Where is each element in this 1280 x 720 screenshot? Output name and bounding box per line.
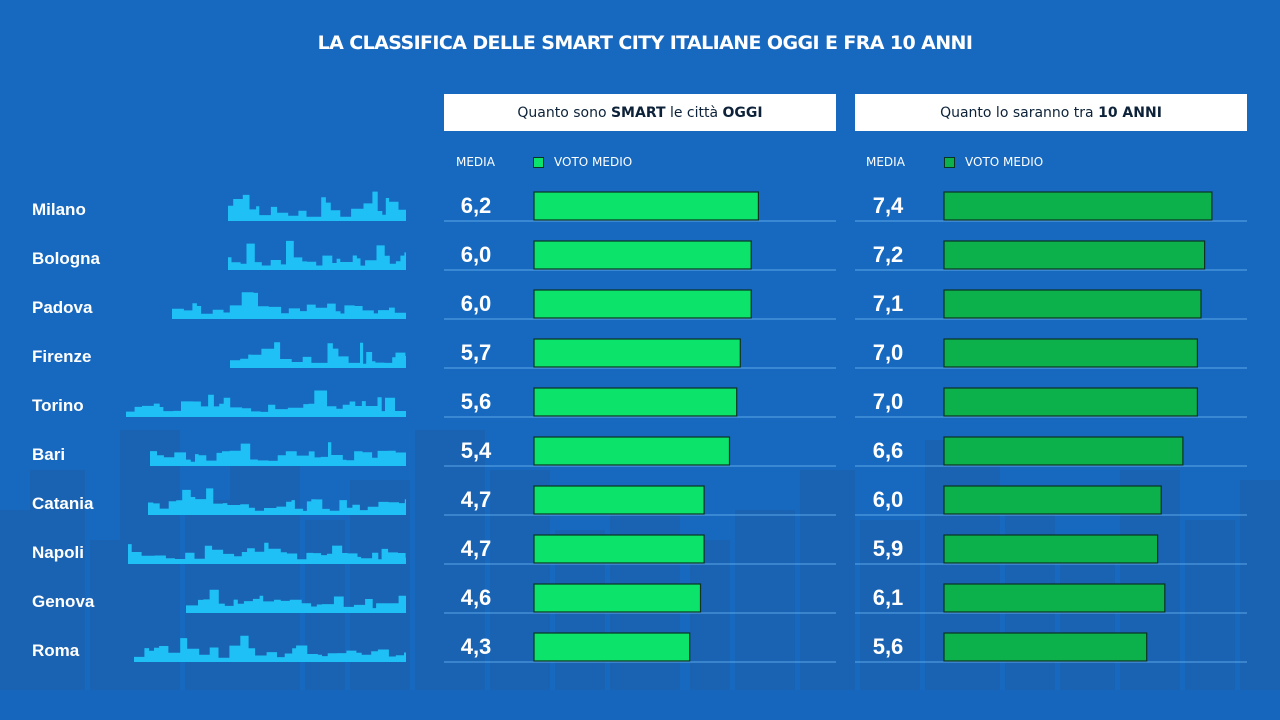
- city-skyline: [186, 589, 406, 613]
- value-label: 5,9: [873, 536, 904, 561]
- bar: [943, 485, 1162, 515]
- city-skyline: [230, 342, 406, 368]
- value-label: 7,2: [873, 242, 904, 267]
- city-label: Padova: [32, 298, 93, 317]
- bar: [533, 534, 705, 564]
- value-label: 6,0: [461, 291, 492, 316]
- bar: [533, 240, 752, 270]
- value-label: 5,4: [461, 438, 492, 463]
- value-label: 4,3: [461, 634, 492, 659]
- bar: [533, 387, 738, 417]
- value-label: 7,0: [873, 389, 904, 414]
- value-label: 6,0: [873, 487, 904, 512]
- legend-label-today: VOTO MEDIO: [554, 155, 633, 169]
- bar: [533, 191, 759, 221]
- bar: [533, 289, 752, 319]
- legend-swatch-future: [944, 156, 955, 168]
- bar: [943, 240, 1206, 270]
- legend-swatch-today: [533, 156, 544, 168]
- city-skyline: [228, 240, 406, 270]
- city-skyline: [150, 442, 406, 466]
- legend-future: VOTO MEDIO: [944, 155, 1043, 169]
- bar: [533, 632, 691, 662]
- value-label: 5,6: [873, 634, 904, 659]
- bar: [533, 485, 705, 515]
- bar: [943, 436, 1184, 466]
- bar: [943, 583, 1166, 613]
- panel-header-today: Quanto sono SMART le città OGGI: [444, 94, 836, 131]
- value-label: 4,6: [461, 585, 492, 610]
- city-skyline: [228, 191, 406, 221]
- media-header-future: MEDIA: [866, 155, 905, 169]
- panel-header-today-bold1: SMART: [610, 104, 666, 121]
- bar: [943, 338, 1198, 368]
- panel-header-future-bold1: 10 ANNI: [1098, 104, 1162, 121]
- panel-header-future-text: Quanto lo saranno tra: [940, 104, 1099, 121]
- bar: [533, 436, 731, 466]
- legend-label-future: VOTO MEDIO: [965, 155, 1044, 169]
- city-skyline: [148, 488, 406, 515]
- value-label: 7,4: [873, 193, 904, 218]
- city-skyline: [172, 292, 406, 319]
- city-label: Bologna: [32, 249, 101, 268]
- city-label: Firenze: [32, 347, 92, 366]
- value-label: 6,2: [461, 193, 492, 218]
- city-label: Catania: [32, 494, 94, 513]
- value-label: 4,7: [461, 487, 492, 512]
- bar: [533, 338, 741, 368]
- panel-header-future: Quanto lo saranno tra 10 ANNI: [855, 94, 1247, 131]
- city-label: Torino: [32, 396, 84, 415]
- bar: [943, 191, 1213, 221]
- city-skyline: [134, 635, 406, 662]
- media-header-today: MEDIA: [456, 155, 495, 169]
- bar: [943, 289, 1202, 319]
- city-label: Milano: [32, 200, 86, 219]
- value-label: 5,6: [461, 389, 492, 414]
- value-label: 6,1: [873, 585, 904, 610]
- city-skyline: [126, 390, 406, 417]
- bar: [533, 583, 702, 613]
- panel-header-today-mid: le città: [665, 104, 723, 121]
- value-label: 7,0: [873, 340, 904, 365]
- value-label: 4,7: [461, 536, 492, 561]
- value-label: 7,1: [873, 291, 904, 316]
- value-label: 6,0: [461, 242, 492, 267]
- bar: [943, 387, 1198, 417]
- bar: [943, 534, 1159, 564]
- bar: [943, 632, 1148, 662]
- city-label: Roma: [32, 641, 80, 660]
- panel-header-today-bold2: OGGI: [722, 104, 763, 121]
- city-skyline: [128, 542, 406, 564]
- value-label: 5,7: [461, 340, 492, 365]
- panel-header-today-text: Quanto sono: [517, 104, 611, 121]
- legend-today: VOTO MEDIO: [533, 155, 632, 169]
- city-label: Genova: [32, 592, 95, 611]
- chart-title: LA CLASSIFICA DELLE SMART CITY ITALIANE …: [317, 32, 973, 54]
- city-label: Bari: [32, 445, 65, 464]
- city-label: Napoli: [32, 543, 84, 562]
- value-label: 6,6: [873, 438, 904, 463]
